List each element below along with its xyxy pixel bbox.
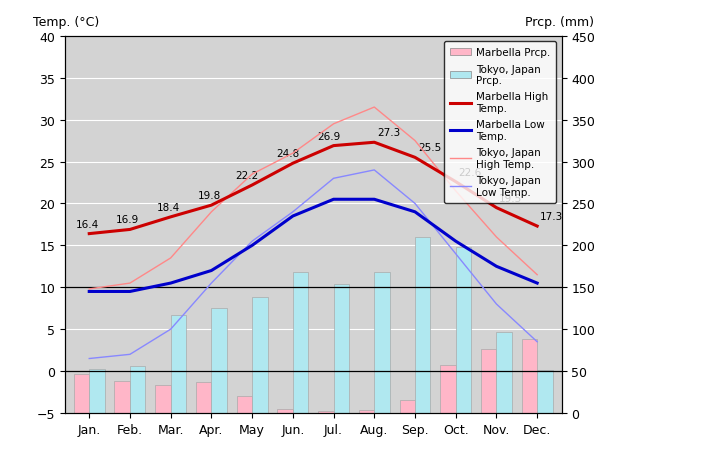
Bar [537, 370, 553, 413]
Text: 17.3: 17.3 [540, 212, 563, 222]
Bar [497, 332, 512, 413]
Text: 19.8: 19.8 [197, 191, 221, 201]
Bar [130, 366, 145, 413]
Text: Temp. (°C): Temp. (°C) [32, 16, 99, 29]
Bar [359, 411, 374, 413]
Bar [114, 381, 130, 413]
Text: 25.5: 25.5 [418, 143, 441, 153]
Text: 16.9: 16.9 [116, 215, 139, 225]
Bar [73, 375, 89, 413]
Text: 26.9: 26.9 [317, 131, 340, 141]
Bar [293, 273, 308, 413]
Text: 27.3: 27.3 [377, 128, 400, 138]
Bar [212, 308, 227, 413]
Bar [374, 273, 390, 413]
Bar [252, 298, 268, 413]
Text: Prcp. (mm): Prcp. (mm) [525, 16, 594, 29]
Bar [456, 247, 471, 413]
Legend: Marbella Prcp., Tokyo, Japan
Prcp., Marbella High
Temp., Marbella Low
Temp., Tok: Marbella Prcp., Tokyo, Japan Prcp., Marb… [444, 42, 557, 203]
Bar [440, 365, 456, 413]
Text: 22.2: 22.2 [235, 171, 258, 181]
Bar [237, 397, 252, 413]
Bar [333, 284, 349, 413]
Bar [415, 237, 431, 413]
Text: 22.6: 22.6 [459, 168, 482, 177]
Bar [156, 385, 171, 413]
Text: 16.4: 16.4 [76, 219, 99, 229]
Text: 24.8: 24.8 [276, 149, 300, 159]
Bar [89, 369, 104, 413]
Text: 18.4: 18.4 [157, 202, 180, 213]
Bar [318, 411, 333, 413]
Bar [400, 401, 415, 413]
Bar [196, 382, 212, 413]
Text: 19.5: 19.5 [499, 193, 523, 203]
Bar [481, 350, 497, 413]
Bar [171, 315, 186, 413]
Bar [522, 340, 537, 413]
Bar [277, 409, 293, 413]
